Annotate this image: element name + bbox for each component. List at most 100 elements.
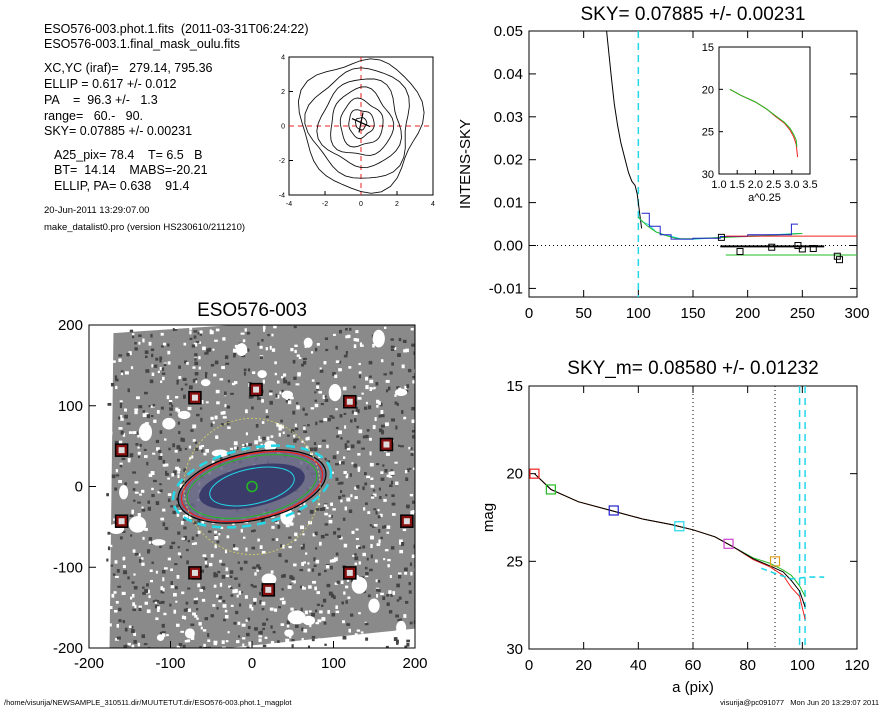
noise-speck bbox=[356, 425, 359, 429]
noise-speck bbox=[247, 348, 250, 352]
noise-speck bbox=[217, 570, 221, 574]
noise-speck bbox=[144, 391, 148, 395]
noise-speck bbox=[240, 528, 243, 533]
noise-speck bbox=[147, 551, 150, 554]
noise-speck bbox=[245, 409, 248, 414]
noise-speck bbox=[221, 574, 226, 579]
mask-blob bbox=[261, 573, 277, 586]
noise-speck bbox=[230, 604, 234, 608]
noise-speck bbox=[154, 599, 158, 603]
noise-speck bbox=[194, 372, 199, 376]
noise-speck bbox=[348, 509, 353, 514]
noise-speck bbox=[299, 585, 303, 589]
noise-speck bbox=[304, 610, 308, 615]
noise-speck bbox=[286, 620, 291, 625]
mask-blob bbox=[328, 384, 342, 402]
noise-speck bbox=[389, 484, 393, 488]
noise-speck bbox=[184, 514, 189, 519]
noise-speck bbox=[155, 501, 160, 506]
noise-speck bbox=[287, 381, 291, 386]
noise-speck bbox=[178, 642, 183, 647]
noise-speck bbox=[221, 646, 226, 648]
noise-speck bbox=[387, 564, 390, 568]
noise-speck bbox=[322, 507, 326, 511]
noise-speck bbox=[362, 486, 365, 491]
noise-speck bbox=[346, 579, 350, 582]
noise-speck bbox=[187, 608, 191, 612]
noise-speck bbox=[121, 591, 126, 595]
noise-speck bbox=[281, 588, 284, 591]
noise-speck bbox=[379, 513, 383, 518]
noise-speck bbox=[229, 570, 234, 574]
noise-speck bbox=[142, 338, 145, 343]
noise-speck bbox=[257, 342, 260, 346]
noise-speck bbox=[245, 547, 248, 552]
noise-speck bbox=[124, 482, 128, 486]
sky-square-marker bbox=[798, 245, 806, 253]
noise-speck bbox=[176, 379, 179, 382]
noise-speck bbox=[208, 347, 212, 352]
noise-speck bbox=[346, 497, 351, 502]
noise-speck bbox=[378, 414, 381, 418]
noise-speck bbox=[246, 646, 250, 648]
noise-speck bbox=[360, 631, 364, 634]
noise-speck bbox=[315, 622, 320, 625]
noise-speck bbox=[185, 601, 189, 605]
noise-speck bbox=[242, 643, 245, 647]
noise-speck bbox=[177, 409, 181, 413]
noise-speck bbox=[412, 510, 415, 514]
noise-speck bbox=[307, 645, 311, 648]
noise-speck bbox=[183, 538, 187, 541]
noise-speck bbox=[305, 445, 309, 450]
noise-speck bbox=[285, 398, 290, 403]
noise-speck bbox=[317, 572, 321, 576]
noise-speck bbox=[186, 639, 191, 643]
noise-speck bbox=[402, 528, 407, 532]
noise-speck bbox=[238, 590, 242, 595]
noise-speck bbox=[191, 542, 196, 545]
noise-speck bbox=[369, 451, 372, 456]
noise-speck bbox=[409, 562, 413, 567]
noise-speck bbox=[174, 563, 178, 566]
noise-speck bbox=[244, 444, 247, 447]
inset-xtick-label: 2.5 bbox=[766, 179, 781, 191]
noise-speck bbox=[233, 621, 237, 625]
noise-speck bbox=[287, 585, 292, 589]
noise-speck bbox=[148, 405, 152, 408]
contour-line bbox=[354, 117, 368, 131]
noise-speck bbox=[218, 600, 222, 603]
mag-ytick-label: 20 bbox=[506, 466, 523, 483]
noise-speck bbox=[233, 352, 236, 356]
galaxy-circle-yellow bbox=[183, 417, 321, 556]
noise-speck bbox=[202, 554, 207, 557]
noise-speck bbox=[219, 559, 222, 563]
noise-speck bbox=[370, 554, 373, 559]
noise-speck bbox=[115, 601, 119, 604]
noise-speck bbox=[115, 469, 118, 473]
noise-speck bbox=[250, 529, 254, 533]
noise-speck bbox=[397, 619, 401, 622]
noise-speck bbox=[312, 580, 317, 584]
noise-speck bbox=[350, 494, 353, 498]
noise-speck bbox=[204, 557, 208, 560]
noise-speck bbox=[197, 530, 201, 534]
noise-speck bbox=[252, 371, 256, 375]
noise-speck bbox=[408, 467, 412, 470]
noise-speck bbox=[210, 553, 214, 558]
noise-speck bbox=[120, 372, 124, 376]
noise-speck bbox=[380, 424, 385, 428]
noise-speck bbox=[411, 420, 415, 424]
noise-speck bbox=[294, 344, 298, 347]
noise-speck bbox=[326, 444, 329, 449]
mask-blob bbox=[156, 634, 165, 641]
noise-speck bbox=[311, 635, 316, 639]
noise-speck bbox=[383, 498, 387, 502]
noise-speck bbox=[173, 471, 177, 476]
noise-speck bbox=[265, 409, 268, 414]
noise-speck bbox=[314, 391, 317, 394]
noise-speck bbox=[337, 482, 342, 485]
noise-speck bbox=[318, 391, 323, 394]
noise-speck bbox=[297, 512, 301, 515]
noise-speck bbox=[137, 513, 141, 517]
